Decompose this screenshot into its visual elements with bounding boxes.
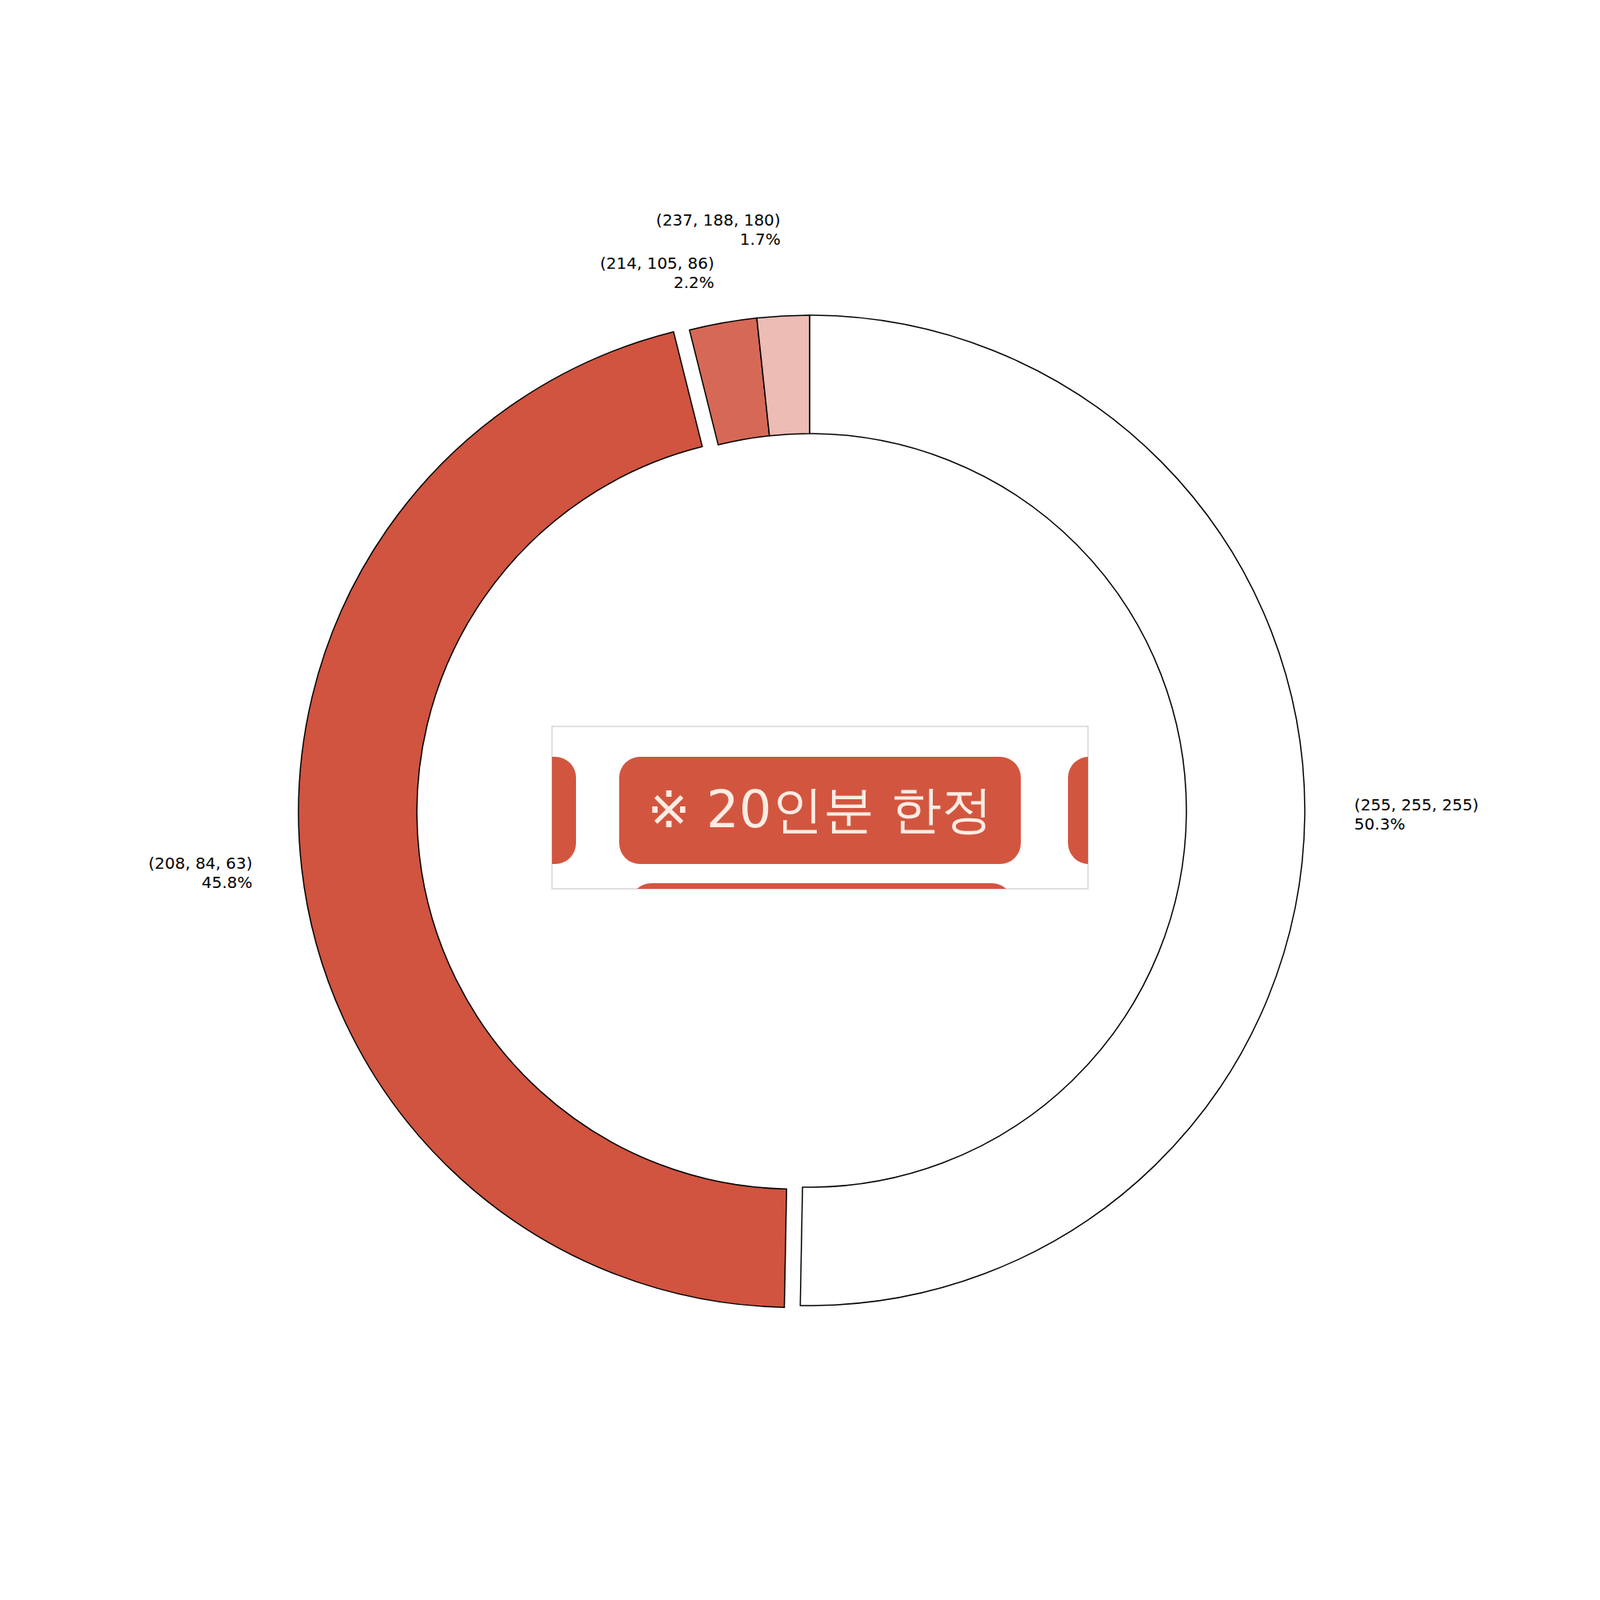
button-left [552, 756, 576, 864]
slice-value: 50.3% [1354, 814, 1406, 834]
slice [298, 332, 787, 1308]
slice [689, 318, 770, 446]
slice-label: (208, 84, 63) [148, 853, 252, 873]
button-text: ※ 20인분 한정 [647, 780, 993, 840]
slice-value: 1.7% [740, 229, 781, 249]
slice-label: (237, 188, 180) [656, 210, 781, 230]
slice-value: 45.8% [201, 872, 253, 892]
slice-label: (255, 255, 255) [1354, 795, 1480, 815]
slice-label: (214, 105, 86) [600, 253, 715, 273]
image-frame [552, 726, 1088, 889]
slice [756, 315, 810, 436]
button-main [619, 756, 1021, 864]
button-bottom [630, 883, 1013, 889]
slice [800, 315, 1305, 1306]
chart: ※ 20인분 한정 (255, 255, 255)50.3% (208, 84, 6… [0, 0, 1600, 1600]
button-right [1068, 756, 1088, 864]
center-image: ※ 20인분 한정 [512, 726, 1140, 932]
slice-value: 2.2% [673, 272, 715, 292]
